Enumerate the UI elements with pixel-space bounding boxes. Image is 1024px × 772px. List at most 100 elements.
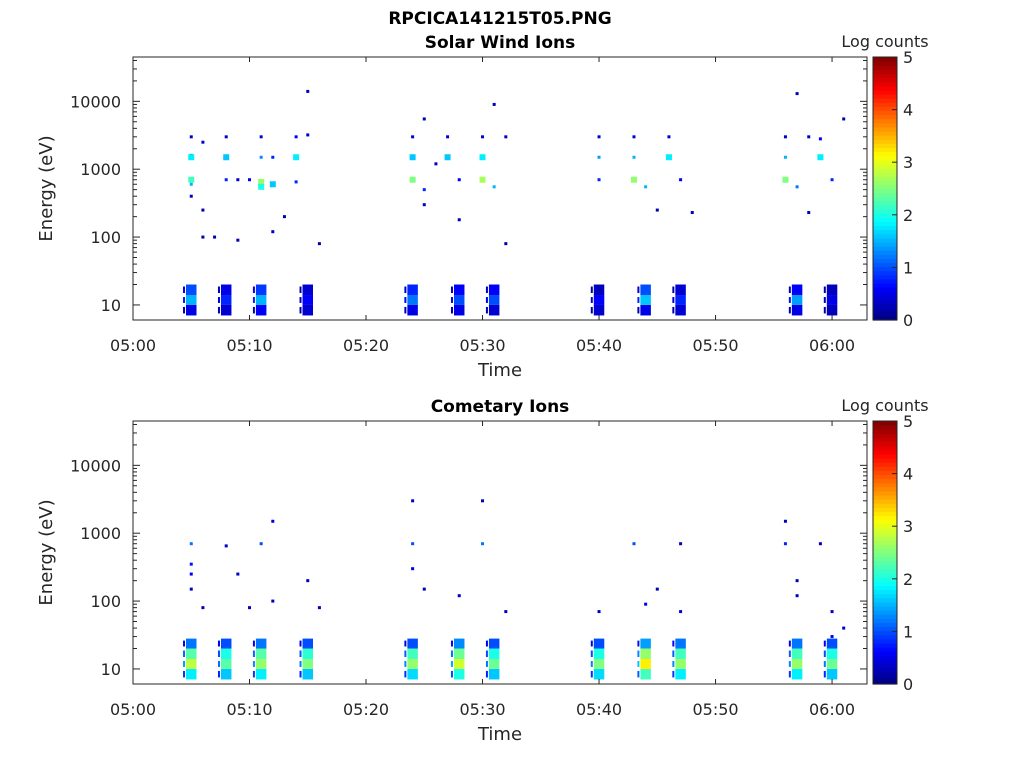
heatmap-cell (637, 640, 640, 647)
colorbar-segment (873, 254, 897, 259)
heatmap-cell (217, 306, 220, 314)
heatmap-cell (479, 154, 486, 161)
colorbar-segment (873, 315, 897, 321)
y-tick-label: 1000 (80, 524, 121, 543)
heatmap-cell (299, 670, 302, 678)
colorbar-segment (873, 421, 897, 426)
heatmap-cell (457, 594, 461, 598)
colorbar-segment (873, 675, 897, 681)
heatmap-cell (823, 640, 826, 647)
heatmap-cell (409, 176, 416, 183)
heatmap-cell (485, 640, 488, 647)
colorbar-segment (873, 143, 897, 149)
colorbar-segment (873, 114, 897, 120)
colorbar-segment (873, 233, 897, 239)
colorbar-segment (873, 556, 897, 562)
heatmap-cell (258, 183, 265, 190)
heatmap-cell (672, 640, 675, 647)
colorbar-segment (873, 188, 897, 194)
colorbar-segment (873, 217, 897, 222)
colorbar-segment (873, 490, 897, 496)
heatmap-cell (788, 661, 791, 667)
colorbar-segment (873, 172, 897, 177)
heatmap-cell (404, 640, 407, 647)
colorbar-segment (873, 77, 897, 83)
colorbar-segment (873, 453, 897, 459)
heatmap-cell (299, 297, 302, 303)
y-axis-label: Energy (eV) (36, 499, 57, 605)
colorbar-tick-label: 5 (903, 412, 913, 431)
colorbar-frame (872, 56, 898, 321)
heatmap-cell (271, 599, 275, 603)
heatmap-cell (640, 295, 651, 305)
colorbar-segment (873, 585, 897, 591)
heatmap-cell (217, 640, 220, 647)
colorbar-segment (873, 241, 897, 247)
heatmap-cell (189, 135, 193, 139)
heatmap-cell (407, 648, 418, 660)
colorbar-label: Log counts (841, 396, 928, 415)
heatmap-cell (675, 295, 686, 305)
heatmap-cell (481, 499, 485, 503)
colorbar-segment (873, 270, 897, 276)
colorbar-segment (873, 597, 897, 603)
colorbar-segment (873, 69, 897, 75)
heatmap-cell (407, 304, 418, 316)
heatmap-cell (255, 659, 267, 669)
heatmap-cell (411, 135, 415, 139)
colorbar-tick-label: 4 (903, 465, 913, 484)
heatmap-cell (224, 178, 228, 182)
heatmap-cell (404, 306, 407, 314)
heatmap-cell (593, 304, 605, 316)
y-tick-label: 100 (90, 228, 121, 247)
colorbar-segment (873, 291, 897, 296)
colorbar-segment (873, 250, 897, 255)
colorbar-segment (873, 262, 897, 268)
heatmap-cell (637, 670, 640, 678)
heatmap-cell (675, 284, 686, 296)
x-axis-label: Time (477, 360, 522, 381)
colorbar-segment (873, 126, 897, 132)
heatmap-cell (823, 670, 826, 678)
x-tick-label: 05:00 (110, 700, 156, 719)
heatmap-cell (593, 284, 605, 296)
heatmap-cell (593, 638, 605, 649)
heatmap-cell (252, 297, 255, 303)
colorbar-segment (873, 655, 897, 660)
heatmap-cell (189, 194, 193, 198)
heatmap-cell (294, 135, 298, 139)
heatmap-cell (407, 295, 418, 305)
heatmap-cell (672, 661, 675, 667)
heatmap-cell (220, 295, 232, 305)
colorbar-tick-label: 5 (903, 48, 913, 67)
heatmap-cell (450, 286, 453, 294)
heatmap-cell (404, 650, 407, 658)
colorbar-segment (873, 110, 897, 116)
heatmap-cell (220, 284, 232, 296)
colorbar-segment (873, 667, 897, 673)
heatmap-cell (450, 650, 453, 658)
heatmap-cell (640, 668, 651, 680)
heatmap-cell (271, 155, 275, 159)
colorbar-segment (873, 449, 897, 455)
heatmap-cell (782, 176, 789, 183)
heatmap-cell (252, 286, 255, 294)
colorbar-segment (873, 503, 897, 508)
y-axis-label: Energy (eV) (36, 135, 57, 241)
heatmap-cell (186, 648, 197, 660)
colorbar-segment (873, 429, 897, 434)
colorbar-segment (873, 486, 897, 492)
heatmap-cell (590, 640, 593, 647)
heatmap-cell (255, 648, 267, 660)
heatmap-cell (672, 306, 675, 314)
heatmap-cell (224, 135, 228, 139)
heatmap-cell (217, 661, 220, 667)
colorbar-segment (873, 519, 897, 525)
heatmap-cell (220, 668, 232, 680)
colorbar-segment (873, 577, 897, 582)
heatmap-cell (788, 306, 791, 314)
colorbar-segment (873, 679, 897, 685)
heatmap-cell (407, 284, 418, 296)
